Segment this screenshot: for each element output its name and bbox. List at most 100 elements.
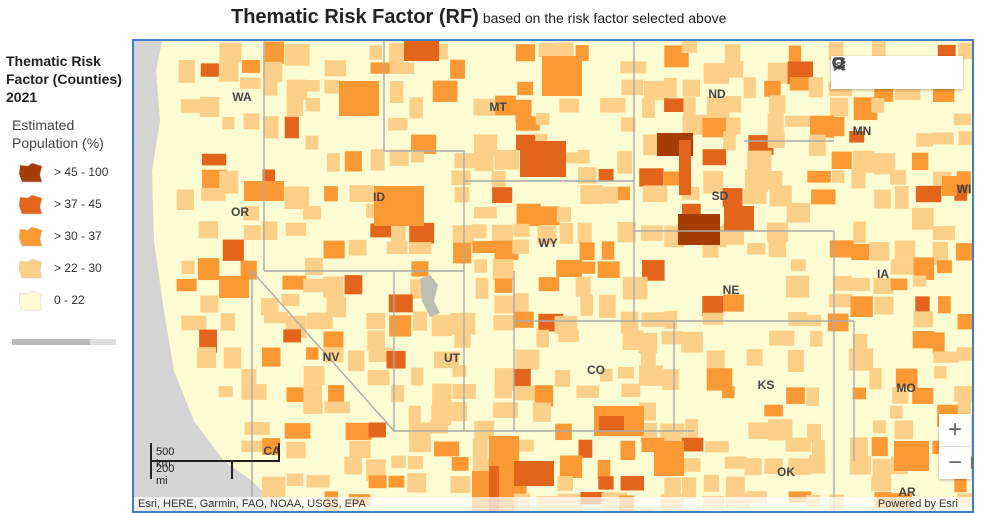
county	[368, 370, 390, 385]
county	[786, 387, 805, 404]
county	[891, 279, 907, 291]
county	[325, 60, 346, 76]
county	[913, 311, 933, 327]
county	[495, 278, 513, 292]
county	[747, 151, 771, 171]
county	[937, 260, 952, 273]
zoom-in[interactable]: +	[939, 414, 971, 446]
county	[618, 367, 634, 378]
county	[555, 424, 572, 440]
county	[307, 313, 333, 330]
county	[388, 476, 404, 488]
county	[560, 223, 574, 244]
county	[620, 61, 646, 73]
county	[662, 369, 679, 390]
county	[345, 275, 363, 294]
slider[interactable]	[12, 339, 116, 345]
county-cluster	[599, 416, 624, 431]
county	[182, 261, 195, 275]
toolbar	[831, 56, 963, 89]
county	[200, 296, 218, 313]
county	[512, 240, 528, 254]
county	[495, 150, 519, 170]
county	[769, 241, 787, 257]
county	[599, 169, 614, 181]
legend-swatch	[18, 225, 44, 247]
state-label: IA	[877, 267, 889, 281]
attribution: Esri, HERE, Garmin, FAO, NOAA, USGS, EPA	[138, 498, 366, 510]
county	[833, 276, 852, 291]
county	[639, 365, 663, 385]
county	[853, 222, 866, 243]
county	[685, 419, 698, 440]
county	[723, 131, 736, 150]
county	[600, 98, 625, 113]
county	[558, 476, 573, 491]
county	[726, 477, 745, 493]
county	[371, 149, 385, 170]
county	[451, 313, 476, 335]
county	[303, 385, 322, 404]
county	[769, 95, 785, 113]
county	[576, 386, 599, 398]
county	[768, 113, 784, 133]
county-cluster	[654, 441, 684, 476]
county	[346, 423, 372, 440]
county	[596, 187, 619, 204]
county	[705, 441, 729, 452]
county	[938, 296, 951, 313]
county	[285, 423, 311, 439]
county	[409, 242, 431, 254]
county	[579, 262, 595, 274]
county	[829, 294, 852, 307]
county	[683, 80, 700, 97]
county	[348, 350, 364, 371]
county	[811, 189, 835, 204]
county	[913, 331, 934, 348]
county	[367, 330, 385, 350]
county	[617, 151, 632, 173]
county	[432, 384, 451, 406]
county-cluster	[942, 176, 957, 196]
county	[413, 312, 427, 331]
bookmark-button[interactable]	[864, 56, 897, 89]
county	[786, 438, 811, 452]
county	[642, 98, 655, 117]
layers-button[interactable]	[930, 56, 963, 89]
county	[282, 276, 306, 290]
county	[218, 386, 232, 397]
county	[475, 153, 494, 172]
county	[493, 259, 514, 280]
county	[916, 133, 933, 146]
county	[665, 311, 677, 329]
zoom-out[interactable]: −	[939, 446, 971, 479]
county	[411, 368, 423, 386]
state-label: SD	[712, 189, 729, 203]
county	[181, 316, 206, 331]
list-button[interactable]	[897, 56, 930, 89]
legend-title: Thematic Risk Factor (Counties) 2021	[6, 52, 124, 106]
county	[455, 187, 470, 202]
county	[473, 439, 488, 462]
county	[598, 476, 613, 489]
legend-swatch	[18, 161, 44, 183]
legend-item: > 37 - 45	[6, 188, 124, 220]
county	[786, 276, 809, 298]
county	[853, 334, 867, 350]
state-label: UT	[444, 351, 461, 365]
county	[934, 366, 946, 378]
county	[409, 97, 422, 118]
county	[791, 259, 806, 271]
powered-by[interactable]: Powered by Esri	[878, 498, 958, 510]
county	[454, 332, 470, 348]
county	[933, 132, 954, 144]
county	[199, 221, 218, 238]
county	[472, 224, 486, 238]
county	[452, 170, 471, 185]
county	[306, 80, 319, 92]
county	[682, 477, 696, 499]
county	[450, 60, 465, 79]
state-label: CO	[587, 363, 605, 377]
